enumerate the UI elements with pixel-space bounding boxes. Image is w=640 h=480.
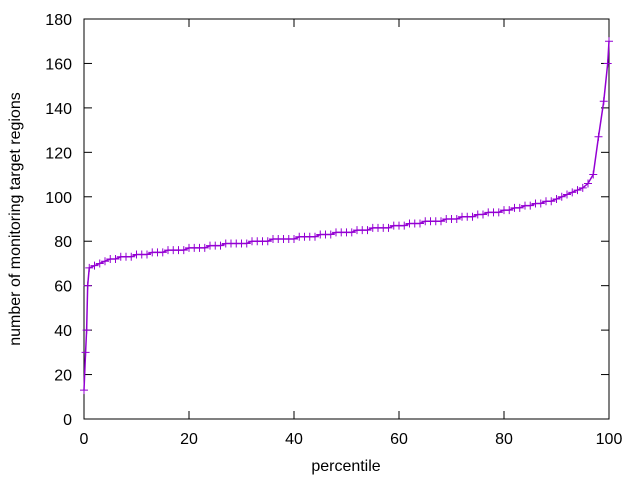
data-point: [416, 219, 424, 228]
data-point: [603, 59, 612, 68]
data-point: [505, 206, 514, 215]
data-point: [290, 235, 298, 243]
data-point: [81, 348, 90, 357]
series: [80, 37, 613, 395]
y-tick-label: 180: [45, 12, 72, 29]
data-point: [468, 212, 477, 221]
data-point: [111, 255, 120, 263]
data-point: [326, 230, 335, 239]
x-tick-label: 20: [180, 431, 198, 448]
data-point: [127, 252, 136, 261]
data-point: [536, 199, 545, 208]
data-point: [568, 188, 577, 197]
data-point: [479, 210, 487, 219]
y-tick-label: 0: [63, 412, 72, 429]
data-point: [82, 326, 91, 335]
data-point: [242, 239, 251, 248]
data-point: [85, 263, 94, 272]
series-line: [83, 41, 610, 391]
data-point: [599, 97, 608, 106]
data-point: [605, 37, 613, 46]
x-axis-label: percentile: [311, 458, 380, 475]
data-point: [90, 261, 99, 270]
data-point: [552, 195, 561, 203]
data-point: [347, 228, 356, 237]
data-point: [452, 215, 461, 223]
data-point: [158, 248, 167, 257]
data-point: [515, 203, 524, 212]
data-point: [400, 221, 409, 230]
y-tick-label: 60: [54, 279, 72, 296]
y-tick-label: 20: [54, 368, 72, 385]
y-tick-label: 40: [54, 323, 72, 340]
plot-border: [83, 18, 610, 420]
data-point: [573, 186, 582, 195]
y-tick-label: 80: [54, 234, 72, 251]
x-tick-label: 60: [390, 431, 408, 448]
y-tick-label: 120: [45, 145, 72, 162]
data-point: [80, 386, 88, 395]
data-point: [263, 237, 272, 246]
data-point: [584, 179, 592, 188]
data-point: [589, 170, 598, 179]
y-tick-label: 160: [45, 56, 72, 73]
data-point: [179, 246, 188, 255]
ticks: 0 20 40 60 80 100 0 20 40 60 80 100 120 140 160 180: [45, 12, 622, 448]
data-point: [143, 250, 151, 259]
data-point: [384, 223, 393, 232]
y-tick-label: 100: [45, 190, 72, 207]
data-point: [101, 257, 109, 266]
x-tick-label: 0: [80, 431, 89, 448]
data-point: [547, 197, 556, 206]
data-point: [311, 232, 319, 241]
x-tick-label: 40: [285, 431, 303, 448]
x-tick-label: 100: [596, 431, 623, 448]
data-point: [95, 259, 104, 268]
y-tick-label: 140: [45, 101, 72, 118]
data-point: [363, 226, 372, 235]
data-point: [526, 201, 535, 210]
data-point: [200, 243, 209, 252]
data-point: [494, 208, 503, 217]
data-point: [437, 217, 445, 226]
y-axis-label: number of monitoring target regions: [7, 92, 24, 345]
data-point: [83, 281, 92, 290]
data-point: [563, 190, 571, 199]
data-point: [216, 241, 225, 250]
x-tick-label: 80: [495, 431, 513, 448]
data-point: [557, 192, 566, 201]
data-point: [578, 183, 587, 192]
data-point: [594, 132, 603, 141]
